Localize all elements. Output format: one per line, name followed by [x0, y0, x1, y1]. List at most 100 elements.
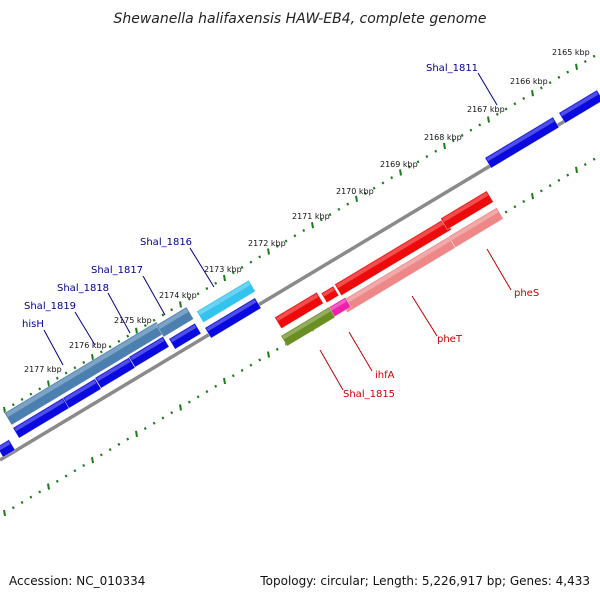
- major-tick: [531, 193, 534, 200]
- kbp-label: 2169 kbp: [380, 160, 418, 169]
- leader-line: [411, 295, 438, 337]
- cds-block: [168, 322, 202, 350]
- cds-block: [62, 378, 102, 409]
- minor-tick: [469, 128, 473, 132]
- minor-tick: [240, 368, 244, 372]
- minor-tick: [187, 400, 191, 404]
- minor-tick: [214, 384, 218, 388]
- cds-block: [440, 190, 494, 230]
- cds-block: [484, 116, 560, 169]
- minor-tick: [20, 500, 24, 504]
- major-tick: [135, 327, 138, 334]
- gene-labels: Shal_1811 Shal_1816 Shal_1817 Shal_1818 …: [22, 63, 539, 400]
- minor-tick: [73, 366, 77, 370]
- kbp-label: 2171 kbp: [292, 212, 330, 221]
- minor-tick: [117, 442, 121, 446]
- minor-tick: [425, 155, 429, 159]
- major-tick: [223, 377, 226, 385]
- minor-tick: [539, 86, 543, 90]
- leader-line: [74, 311, 96, 346]
- cds-block: [94, 357, 136, 389]
- cds-highlight: [157, 308, 189, 329]
- minor-tick: [566, 173, 570, 177]
- minor-tick: [214, 281, 218, 285]
- minor-tick: [117, 339, 121, 343]
- minor-tick: [240, 265, 244, 269]
- minor-tick: [390, 176, 394, 180]
- minor-tick: [38, 490, 42, 494]
- major-tick: [179, 301, 182, 308]
- cds-highlight: [5, 323, 159, 417]
- minor-tick: [275, 347, 279, 351]
- minor-tick: [293, 234, 297, 238]
- gene-label: hisH: [22, 319, 44, 330]
- cds-highlight: [130, 337, 165, 361]
- minor-tick: [478, 123, 482, 127]
- cds-block: [0, 439, 16, 458]
- kbp-tick-labels: 2165 kbp 2166 kbp 2167 kbp 2168 kbp 2169…: [24, 48, 590, 374]
- minor-tick: [55, 376, 59, 380]
- minor-tick: [143, 427, 147, 431]
- leader-line: [142, 275, 166, 316]
- kbp-label: 2170 kbp: [336, 187, 374, 196]
- minor-tick: [583, 60, 587, 64]
- cds-highlight: [486, 118, 555, 162]
- minor-tick: [231, 271, 235, 275]
- minor-tick: [126, 334, 130, 338]
- gene-features: [0, 89, 600, 458]
- minor-tick: [29, 495, 33, 499]
- minor-tick: [108, 345, 112, 349]
- leader-line: [348, 331, 373, 372]
- cds-block: [320, 285, 340, 304]
- minor-tick: [258, 358, 262, 362]
- minor-tick: [372, 186, 376, 190]
- gene-label: pheS: [514, 288, 539, 299]
- minor-tick: [583, 163, 587, 167]
- minor-tick: [513, 102, 517, 106]
- cds-highlight: [560, 91, 599, 117]
- minor-tick: [187, 297, 191, 301]
- minor-tick: [205, 390, 209, 394]
- minor-tick: [38, 387, 42, 391]
- minor-tick: [460, 133, 464, 137]
- minor-tick: [275, 244, 279, 248]
- minor-tick: [451, 139, 455, 143]
- kbp-label: 2172 kbp: [248, 239, 286, 248]
- leader-line: [107, 292, 131, 334]
- minor-tick: [249, 260, 253, 264]
- minor-tick: [557, 75, 561, 79]
- major-tick: [135, 430, 138, 437]
- minor-tick: [539, 189, 543, 193]
- major-tick: [575, 63, 578, 70]
- minor-tick: [11, 506, 15, 510]
- cds-highlight: [450, 208, 499, 241]
- kbp-label: 2177 kbp: [24, 365, 62, 374]
- minor-tick: [82, 463, 86, 467]
- major-tick: [223, 274, 226, 282]
- minor-tick: [196, 395, 200, 399]
- cds-highlight: [96, 358, 131, 382]
- cds-block: [274, 291, 324, 329]
- major-tick: [47, 483, 50, 490]
- cds-block: [196, 279, 256, 323]
- minor-tick: [170, 308, 174, 312]
- cds-highlight: [322, 287, 335, 297]
- minor-tick: [55, 479, 59, 483]
- cds-highlight: [0, 441, 11, 451]
- minor-tick: [504, 107, 508, 111]
- minor-tick: [548, 81, 552, 85]
- genome-summary-text: Topology: circular; Length: 5,226,917 bp…: [260, 574, 590, 588]
- minor-tick: [363, 192, 367, 196]
- minor-tick: [152, 318, 156, 322]
- kbp-label: 2168 kbp: [424, 133, 462, 142]
- minor-tick: [319, 218, 323, 222]
- cds-highlight: [442, 192, 489, 223]
- minor-tick: [557, 178, 561, 182]
- minor-tick: [258, 255, 262, 259]
- minor-tick: [73, 469, 77, 473]
- kbp-label: 2167 kbp: [467, 105, 505, 114]
- major-tick: [91, 354, 94, 361]
- major-tick: [399, 169, 402, 176]
- kbp-label: 2165 kbp: [552, 48, 590, 57]
- gene-label: pheT: [437, 334, 463, 345]
